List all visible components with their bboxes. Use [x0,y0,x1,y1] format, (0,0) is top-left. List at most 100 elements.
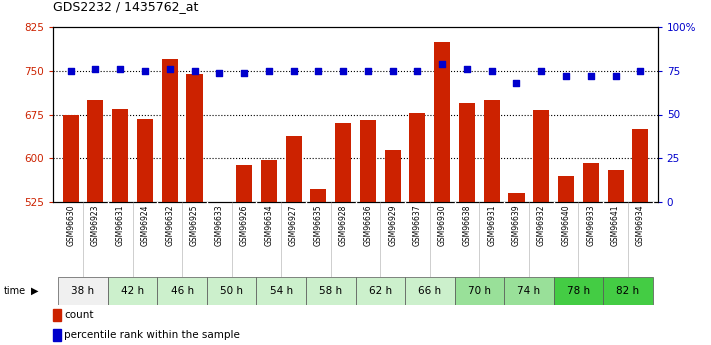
Text: 42 h: 42 h [121,286,144,296]
Text: GSM96637: GSM96637 [413,204,422,246]
Text: 38 h: 38 h [72,286,95,296]
Point [338,68,349,73]
Point [288,68,299,73]
Text: GDS2232 / 1435762_at: GDS2232 / 1435762_at [53,0,198,13]
Bar [87,100,104,202]
Text: 82 h: 82 h [616,286,639,296]
Point [362,68,373,73]
Bar [483,100,500,202]
Text: GSM96633: GSM96633 [215,204,224,246]
Text: 50 h: 50 h [220,286,243,296]
Point [139,68,151,73]
Point [213,70,225,75]
Point [535,68,547,73]
Bar [137,119,153,202]
Bar [583,163,599,202]
Bar [607,170,624,202]
Point [412,68,423,73]
Text: GSM96630: GSM96630 [66,204,75,246]
Bar [157,277,207,305]
Bar [257,277,306,305]
Bar [310,189,326,202]
Text: 70 h: 70 h [468,286,491,296]
Text: GSM96638: GSM96638 [462,204,471,246]
Text: 78 h: 78 h [567,286,590,296]
Text: GSM96925: GSM96925 [190,204,199,246]
Point [610,73,621,79]
Bar [335,123,351,202]
Bar [385,149,401,202]
Bar [632,129,648,202]
Text: GSM96933: GSM96933 [587,204,595,246]
Bar [236,165,252,202]
Text: ▶: ▶ [31,286,38,296]
Text: GSM96924: GSM96924 [141,204,149,246]
Text: GSM96929: GSM96929 [388,204,397,246]
Bar [356,277,405,305]
Point [65,68,76,73]
Bar [558,176,574,202]
Text: 46 h: 46 h [171,286,193,296]
Bar [405,277,454,305]
Text: 54 h: 54 h [269,286,293,296]
Point [387,68,398,73]
Bar [53,329,61,341]
Bar [603,277,653,305]
Text: GSM96928: GSM96928 [338,204,348,246]
Bar [454,277,504,305]
Point [263,68,274,73]
Bar [554,277,603,305]
Bar [360,120,376,202]
Point [189,68,201,73]
Text: count: count [64,310,94,320]
Text: GSM96632: GSM96632 [165,204,174,246]
Point [238,70,250,75]
Text: GSM96927: GSM96927 [289,204,298,246]
Bar [533,110,550,202]
Bar [63,115,79,202]
Text: GSM96932: GSM96932 [537,204,546,246]
Bar [261,160,277,202]
Text: GSM96635: GSM96635 [314,204,323,246]
Point [486,68,498,73]
Text: GSM96641: GSM96641 [611,204,620,246]
Text: 62 h: 62 h [369,286,392,296]
Text: GSM96634: GSM96634 [264,204,273,246]
Point [635,68,646,73]
Point [114,66,126,72]
Text: percentile rank within the sample: percentile rank within the sample [64,330,240,340]
Text: GSM96934: GSM96934 [636,204,645,246]
Text: 58 h: 58 h [319,286,342,296]
Bar [286,136,301,202]
Bar [207,277,257,305]
Bar [53,309,61,321]
Text: GSM96926: GSM96926 [240,204,249,246]
Bar [459,103,475,202]
Text: GSM96923: GSM96923 [91,204,100,246]
Text: 66 h: 66 h [418,286,442,296]
Point [585,73,597,79]
Bar [108,277,157,305]
Bar [508,193,525,202]
Text: GSM96640: GSM96640 [562,204,570,246]
Point [313,68,324,73]
Text: GSM96930: GSM96930 [438,204,447,246]
Bar [410,113,425,202]
Point [90,66,101,72]
Point [510,80,522,86]
Point [560,73,572,79]
Point [461,66,473,72]
Bar [161,59,178,202]
Point [164,66,176,72]
Bar [434,42,450,202]
Bar [58,277,108,305]
Text: 74 h: 74 h [518,286,540,296]
Bar [306,277,356,305]
Text: GSM96631: GSM96631 [116,204,124,246]
Text: GSM96636: GSM96636 [363,204,373,246]
Bar [504,277,554,305]
Bar [186,74,203,202]
Text: GSM96639: GSM96639 [512,204,521,246]
Point [437,61,448,67]
Text: GSM96931: GSM96931 [487,204,496,246]
